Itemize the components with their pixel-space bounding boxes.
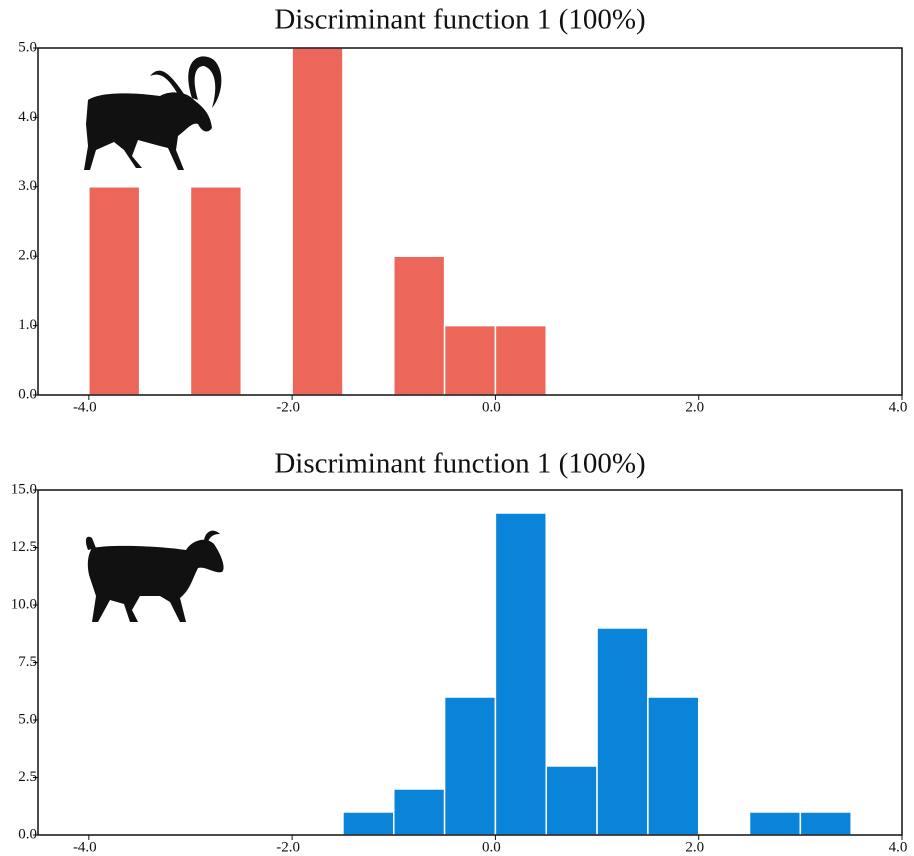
y-tick-label: 15.0 bbox=[11, 481, 37, 497]
y-tick-label: 1.0 bbox=[18, 317, 37, 333]
y-tick-label: 3.0 bbox=[18, 178, 37, 194]
bar bbox=[443, 696, 497, 836]
y-tick-label: 5.0 bbox=[18, 711, 37, 727]
bar bbox=[291, 47, 344, 396]
bar bbox=[748, 811, 802, 836]
bar bbox=[545, 765, 598, 836]
y-tick-label: 0.0 bbox=[18, 826, 37, 842]
x-tick-label: 4.0 bbox=[889, 399, 908, 415]
y-tick-label: 10.0 bbox=[11, 596, 37, 612]
goat-silhouette bbox=[85, 530, 224, 622]
chart-title: Discriminant function 1 (100%) bbox=[274, 4, 645, 36]
bar bbox=[443, 324, 497, 396]
x-tick-label: 0.0 bbox=[482, 399, 501, 415]
y-tick-label: 12.5 bbox=[11, 539, 37, 555]
bar bbox=[647, 696, 700, 836]
bar bbox=[494, 512, 547, 836]
y-tick-label: 7.5 bbox=[18, 654, 37, 670]
x-tick-label: 2.0 bbox=[685, 839, 704, 855]
bar bbox=[393, 788, 446, 836]
ibex-silhouette bbox=[84, 56, 222, 170]
x-tick-label: 2.0 bbox=[685, 399, 704, 415]
plot-frame bbox=[37, 47, 903, 396]
bar bbox=[342, 811, 395, 836]
x-tick-label: 0.0 bbox=[482, 839, 501, 855]
x-tick-label: -4.0 bbox=[73, 399, 97, 415]
bar bbox=[189, 186, 243, 396]
x-tick-label: -2.0 bbox=[276, 399, 300, 415]
bar bbox=[596, 627, 649, 836]
bar bbox=[494, 324, 547, 396]
bar bbox=[799, 811, 852, 836]
y-tick-label: 5.0 bbox=[18, 39, 37, 55]
x-tick-label: -2.0 bbox=[276, 839, 300, 855]
bar bbox=[88, 186, 141, 396]
x-tick-label: -4.0 bbox=[73, 839, 97, 855]
y-tick-label: 4.0 bbox=[18, 109, 37, 125]
y-tick-label: 0.0 bbox=[18, 386, 37, 402]
y-tick-label: 2.0 bbox=[18, 248, 37, 264]
x-tick-label: 4.0 bbox=[889, 839, 908, 855]
y-tick-label: 2.5 bbox=[18, 769, 37, 785]
bar bbox=[393, 255, 446, 396]
chart-title: Discriminant function 1 (100%) bbox=[274, 448, 645, 480]
